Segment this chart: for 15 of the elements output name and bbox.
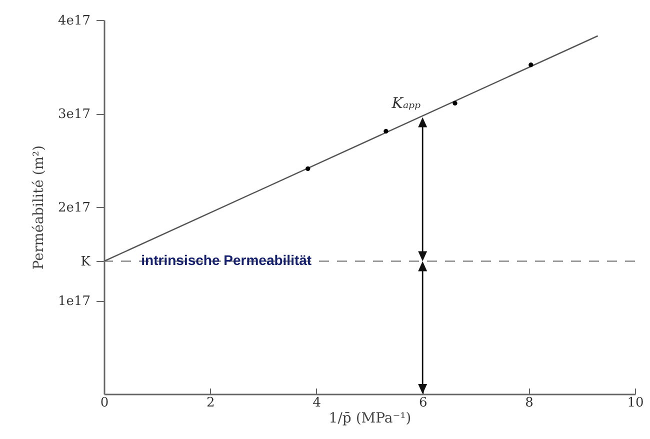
x-tick-label: 4 (312, 396, 322, 410)
y-tick-label: K (80, 254, 91, 270)
ref-line-label: intrinsische Permeabilität (141, 252, 312, 268)
x-tick-label: 10 (627, 396, 644, 410)
x-tick-label: 8 (525, 396, 534, 410)
y-tick-label: 3e17 (58, 107, 90, 122)
x-tick-label: 6 (418, 396, 428, 410)
y-tick-label: 4e17 (58, 14, 90, 28)
y-tick-label: 2e17 (58, 200, 90, 216)
y-axis-title: Perméabilité (m²) (30, 145, 47, 270)
y-tick-label: 1e17 (58, 294, 90, 309)
annotation: Kₐₚₚ (390, 94, 421, 112)
x-tick-label: 0 (100, 396, 109, 410)
x-axis-title: 1/p̄ (MPa⁻¹) (328, 410, 412, 426)
x-tick-label: 2 (206, 396, 215, 410)
